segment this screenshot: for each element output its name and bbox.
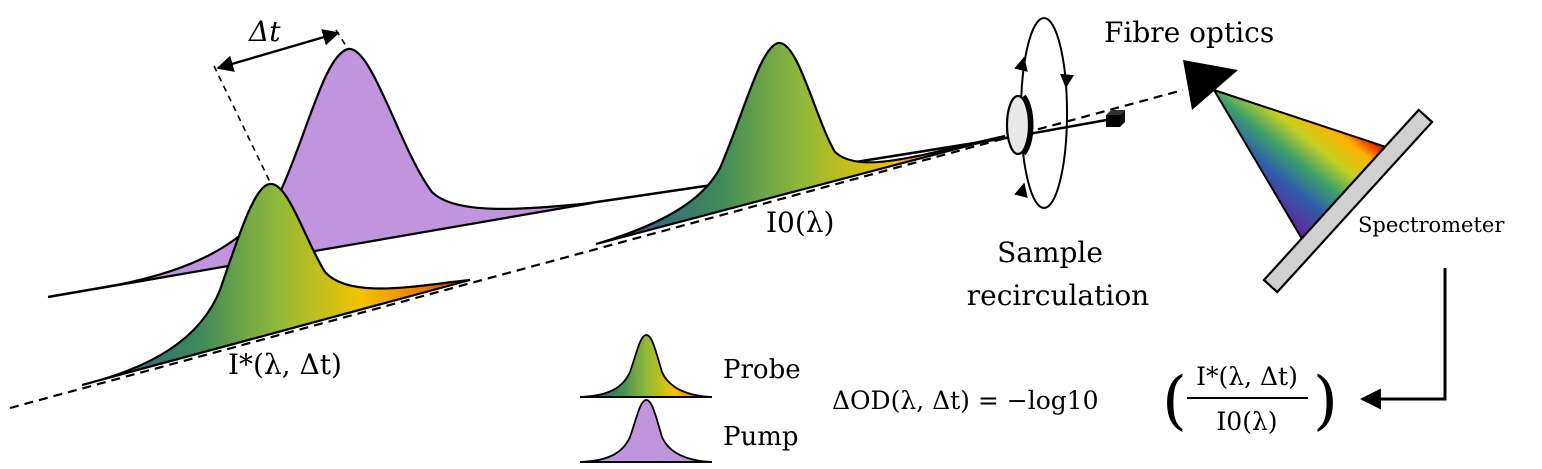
spectrometer-label: Spectrometer xyxy=(1358,213,1505,237)
loop-arrow-down-right xyxy=(1060,73,1075,89)
delta-t-label: Δt xyxy=(248,15,281,48)
delta-t-guide-left xyxy=(213,65,271,183)
legend-probe-label: Probe xyxy=(723,355,801,385)
equation-right-paren: ) xyxy=(1313,364,1338,438)
probe-pulse-i0 xyxy=(595,41,1006,246)
equation: ΔOD(λ, Δt) = −log10 ( I*(λ, Δt) I0(λ) ) xyxy=(832,362,1338,438)
probe-beam-dashed xyxy=(9,88,1184,410)
loop-arrow-up-bottom xyxy=(1014,182,1028,198)
sample-cell xyxy=(1005,94,1031,156)
i-zero-label: I0(λ) xyxy=(766,206,834,239)
sample-label-line1: Sample xyxy=(997,236,1103,269)
spectrometer-detector xyxy=(1262,108,1434,294)
legend-pump-swatch xyxy=(579,399,713,463)
pump-pulse xyxy=(94,47,593,291)
legend: Probe Pump xyxy=(579,334,801,463)
equation-left-paren: ( xyxy=(1162,364,1187,438)
output-arrow xyxy=(1359,268,1447,410)
sample-cell-rim xyxy=(1022,94,1034,156)
sample-label-line2: recirculation xyxy=(967,279,1149,312)
delta-t-arrow xyxy=(216,29,340,72)
probe-pulse-istar xyxy=(81,182,471,387)
beam-dump-icon xyxy=(1106,110,1125,127)
fibre-optics-icon xyxy=(1183,60,1238,110)
legend-pump-label: Pump xyxy=(723,422,799,452)
equation-lhs: ΔOD(λ, Δt) = −log10 xyxy=(832,386,1099,415)
i-star-label: I*(λ, Δt) xyxy=(228,348,342,381)
equation-numerator: I*(λ, Δt) xyxy=(1196,362,1298,391)
fibre-optics-label: Fibre optics xyxy=(1104,16,1274,49)
equation-denominator: I0(λ) xyxy=(1216,407,1277,436)
loop-arrow-up-left xyxy=(1014,56,1028,72)
legend-probe-swatch xyxy=(579,334,713,398)
